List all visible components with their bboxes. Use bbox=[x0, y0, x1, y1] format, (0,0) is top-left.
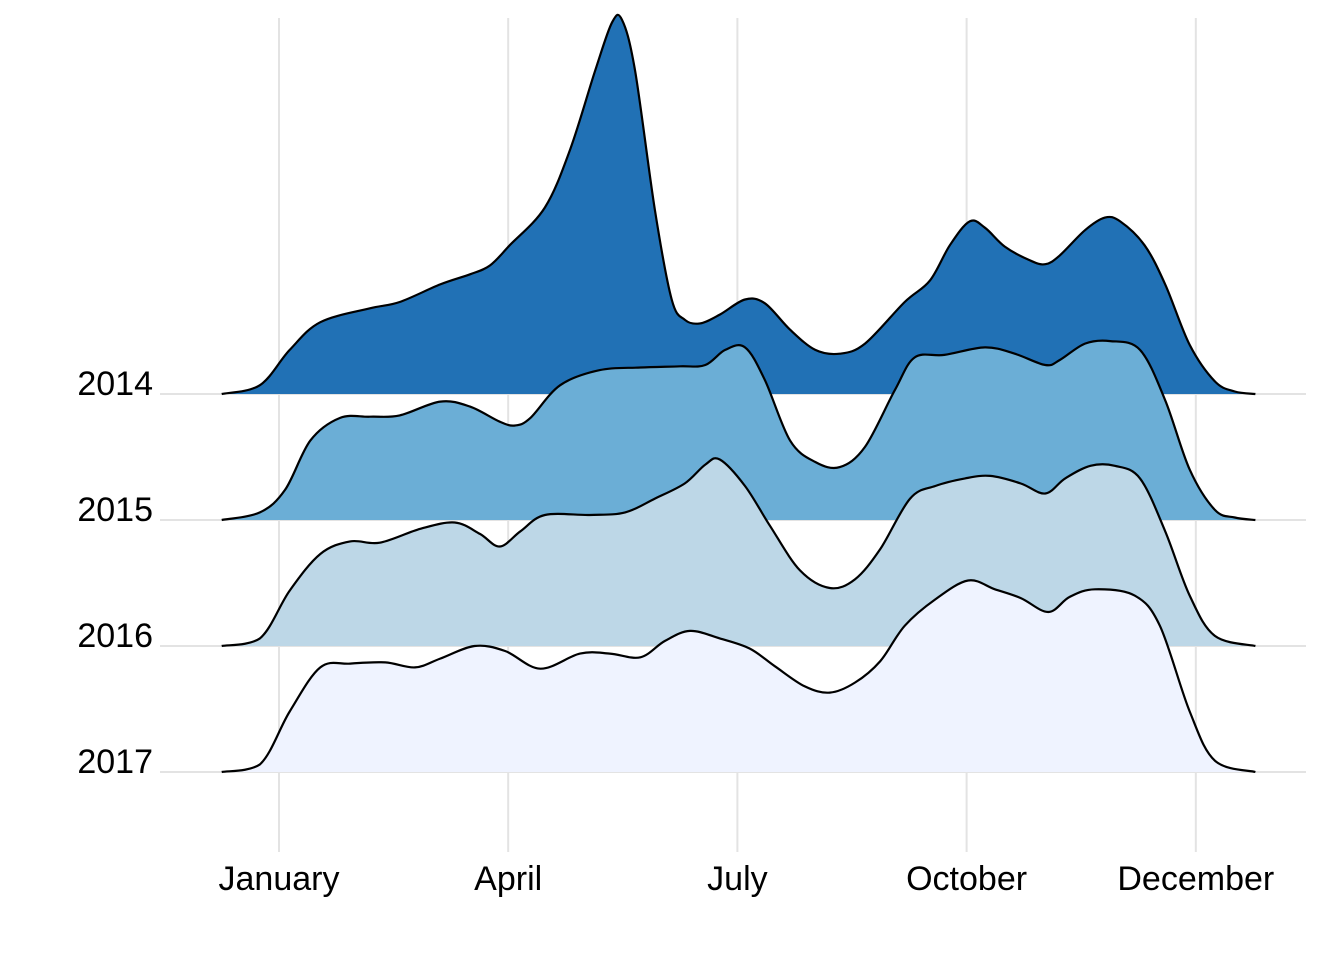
ridge-2017 bbox=[221, 579, 1256, 774]
ridge-fill-2014 bbox=[221, 14, 1256, 394]
year-label: 2015 bbox=[77, 491, 153, 529]
x-tick-label: December bbox=[1117, 860, 1274, 898]
x-tick-label: October bbox=[906, 860, 1027, 898]
ridge-line-2015 bbox=[221, 339, 1256, 522]
ridge-fill-2015 bbox=[221, 340, 1256, 520]
ridge-2015 bbox=[221, 339, 1256, 522]
ridge-line-2014 bbox=[221, 13, 1256, 396]
x-tick-label: January bbox=[219, 860, 340, 898]
x-tick-label: April bbox=[474, 860, 542, 898]
x-tick-label: July bbox=[707, 860, 767, 898]
year-label: 2016 bbox=[77, 617, 153, 655]
ridge-line-2016 bbox=[221, 457, 1256, 648]
year-label: 2017 bbox=[77, 743, 153, 781]
x-axis-tick-labels: January April July October December bbox=[219, 860, 1275, 898]
ridge-line-2017 bbox=[221, 579, 1256, 774]
ridge-2014 bbox=[221, 13, 1256, 396]
ridges bbox=[221, 13, 1256, 774]
year-label: 2014 bbox=[77, 365, 153, 403]
y-axis-year-labels: 2014 2015 2016 2017 bbox=[77, 365, 153, 781]
ridge-fill-2017 bbox=[221, 580, 1256, 772]
